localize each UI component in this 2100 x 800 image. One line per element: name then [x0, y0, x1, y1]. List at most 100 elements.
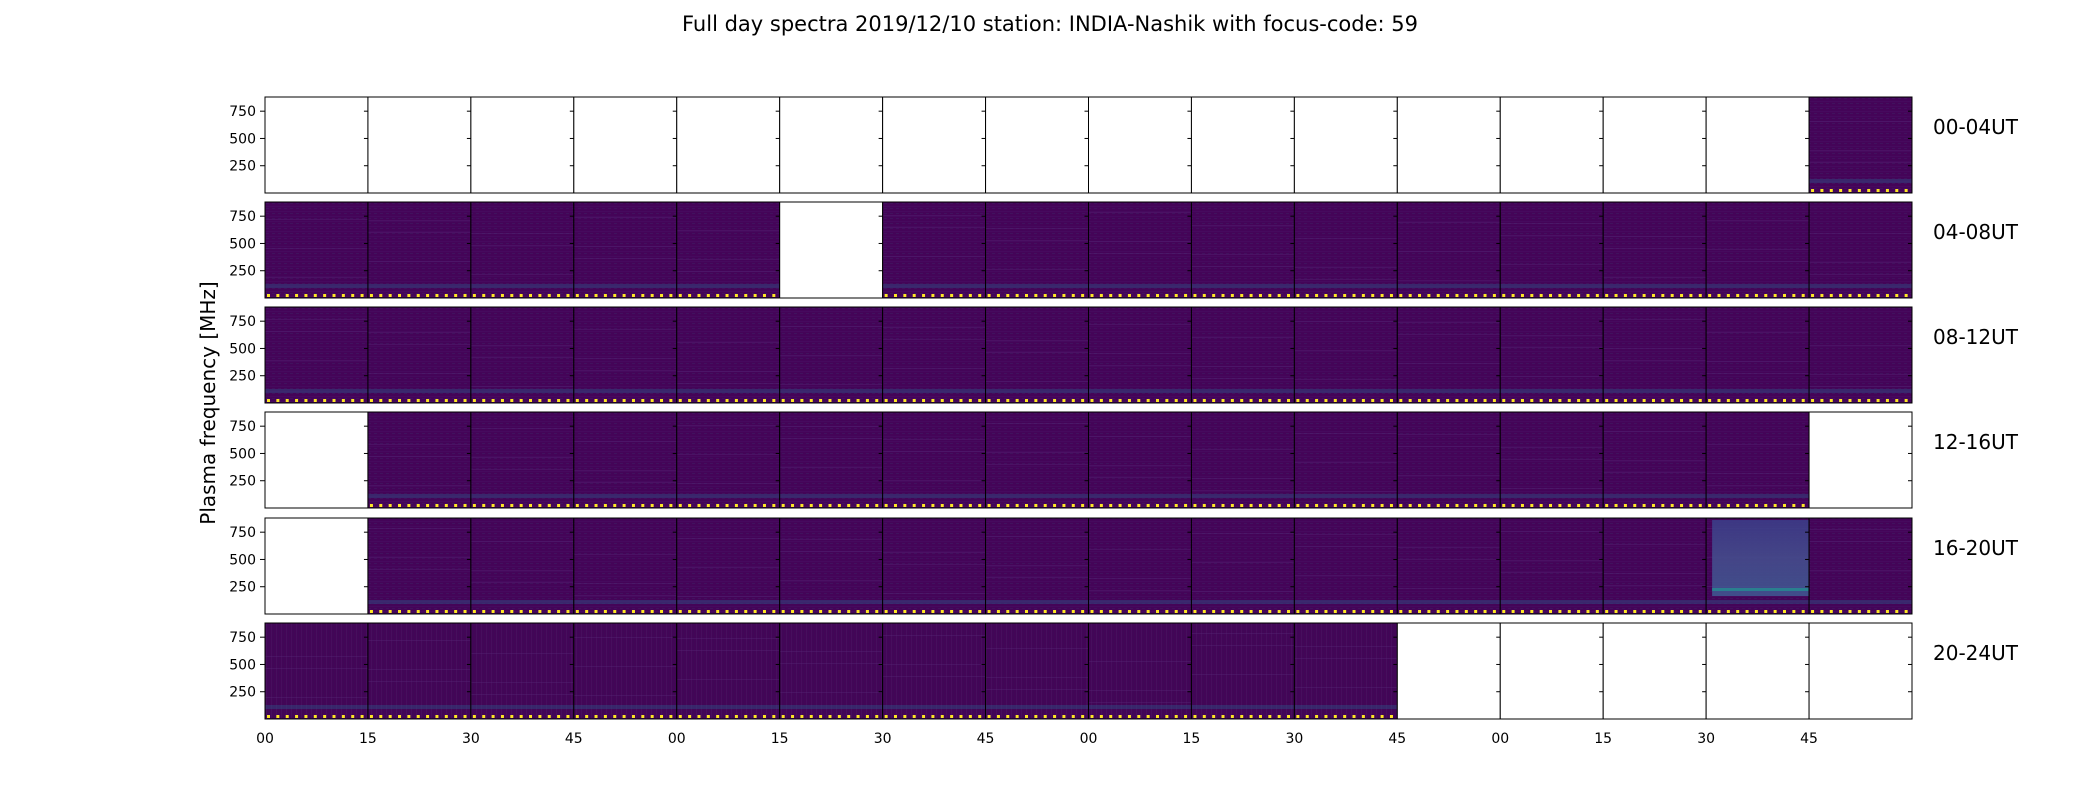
- baseline-dot: [1006, 715, 1010, 718]
- spectrum-streak: [573, 695, 677, 696]
- spectrum-streak: [265, 668, 368, 669]
- spectrum-streak: [470, 345, 574, 346]
- baseline-dot: [1118, 294, 1122, 297]
- baseline-dot: [1670, 504, 1674, 507]
- low-frequency-band: [985, 494, 1089, 498]
- baseline-dot: [1539, 294, 1543, 297]
- baseline-dot: [660, 294, 664, 297]
- baseline-dot: [575, 504, 579, 507]
- spectrum-streak: [1706, 473, 1810, 474]
- baseline-dot: [491, 715, 495, 718]
- baseline-dot: [1857, 294, 1861, 297]
- baseline-dot: [369, 399, 373, 402]
- baseline-dot: [1408, 399, 1412, 402]
- baseline-dot: [1156, 715, 1160, 718]
- baseline-dot: [369, 294, 373, 297]
- baseline-dot: [1698, 294, 1702, 297]
- spectrum-panel: [676, 412, 780, 508]
- spectrum-streak: [1088, 549, 1192, 550]
- baseline-dot: [1193, 504, 1197, 507]
- baseline-dot: [1034, 504, 1038, 507]
- baseline-dot: [1361, 294, 1365, 297]
- spectrum-panel: [1294, 202, 1398, 298]
- baseline-dot: [697, 504, 701, 507]
- low-frequency-band: [265, 389, 368, 393]
- baseline-dot: [1352, 504, 1356, 507]
- baseline-dot: [1642, 294, 1646, 297]
- y-tick-label: 250: [229, 369, 256, 385]
- baseline-dot: [1380, 715, 1384, 718]
- baseline-dot: [1427, 610, 1431, 613]
- baseline-dot: [688, 715, 692, 718]
- low-frequency-band: [1191, 600, 1295, 604]
- empty-panel: [676, 97, 780, 193]
- baseline-dot: [1015, 610, 1019, 613]
- low-frequency-band: [1088, 705, 1192, 709]
- baseline-dot: [1006, 504, 1010, 507]
- spectrum-streak: [367, 669, 471, 670]
- baseline-dot: [1015, 715, 1019, 718]
- baseline-dot: [837, 399, 841, 402]
- baseline-dot: [444, 399, 448, 402]
- baseline-dot: [781, 715, 785, 718]
- spectrum-streak: [985, 648, 1089, 649]
- spectrum-streak: [1191, 449, 1295, 450]
- baseline-dot: [1595, 610, 1599, 613]
- baseline-dot: [828, 610, 832, 613]
- y-tick-label: 250: [229, 685, 256, 701]
- baseline-dot: [922, 504, 926, 507]
- baseline-dot: [716, 399, 720, 402]
- baseline-dot: [950, 610, 954, 613]
- low-frequency-band: [367, 389, 471, 393]
- spectrum-streak: [1603, 573, 1707, 574]
- spectrum-streak: [1191, 478, 1295, 479]
- baseline-dot: [1024, 715, 1028, 718]
- baseline-dot: [697, 715, 701, 718]
- empty-panel: [1603, 623, 1707, 719]
- baseline-dot: [837, 715, 841, 718]
- x-tick-label: 00: [256, 731, 274, 747]
- spectrum-panel: [470, 412, 574, 508]
- baseline-dot: [1399, 399, 1403, 402]
- low-frequency-band: [985, 389, 1089, 393]
- baseline-dot: [893, 399, 897, 402]
- baseline-dot: [1464, 294, 1468, 297]
- baseline-dot: [791, 504, 795, 507]
- baseline-dot: [613, 715, 617, 718]
- baseline-dot: [1249, 294, 1253, 297]
- baseline-dot: [557, 504, 561, 507]
- spectrum-streak: [1809, 121, 1912, 122]
- baseline-dot: [482, 504, 486, 507]
- baseline-dot: [1258, 715, 1262, 718]
- spectrum-streak: [367, 640, 471, 641]
- baseline-dot: [1146, 715, 1150, 718]
- baseline-dot: [1586, 399, 1590, 402]
- baseline-dot: [594, 399, 598, 402]
- baseline-dot: [1137, 504, 1141, 507]
- baseline-dot: [1670, 294, 1674, 297]
- baseline-dot: [1371, 294, 1375, 297]
- baseline-dot: [603, 399, 607, 402]
- baseline-dot: [1156, 399, 1160, 402]
- y-tick-label: 750: [229, 630, 256, 646]
- baseline-dot: [426, 399, 430, 402]
- low-frequency-band: [779, 600, 883, 604]
- baseline-dot: [435, 715, 439, 718]
- baseline-dot: [1726, 399, 1730, 402]
- low-frequency-band: [573, 494, 677, 498]
- baseline-dot: [893, 610, 897, 613]
- baseline-dot: [688, 294, 692, 297]
- baseline-dot: [1483, 610, 1487, 613]
- baseline-dot: [1165, 715, 1169, 718]
- baseline-dot: [1081, 399, 1085, 402]
- baseline-dot: [1811, 189, 1815, 192]
- y-tick-label: 500: [229, 236, 256, 252]
- baseline-dot: [1221, 610, 1225, 613]
- spectrum-panel: [1191, 518, 1295, 614]
- baseline-dot: [828, 715, 832, 718]
- baseline-dot: [1296, 610, 1300, 613]
- baseline-dot: [1745, 504, 1749, 507]
- baseline-dot: [463, 399, 467, 402]
- baseline-dot: [1474, 294, 1478, 297]
- spectrum-streak: [676, 483, 780, 484]
